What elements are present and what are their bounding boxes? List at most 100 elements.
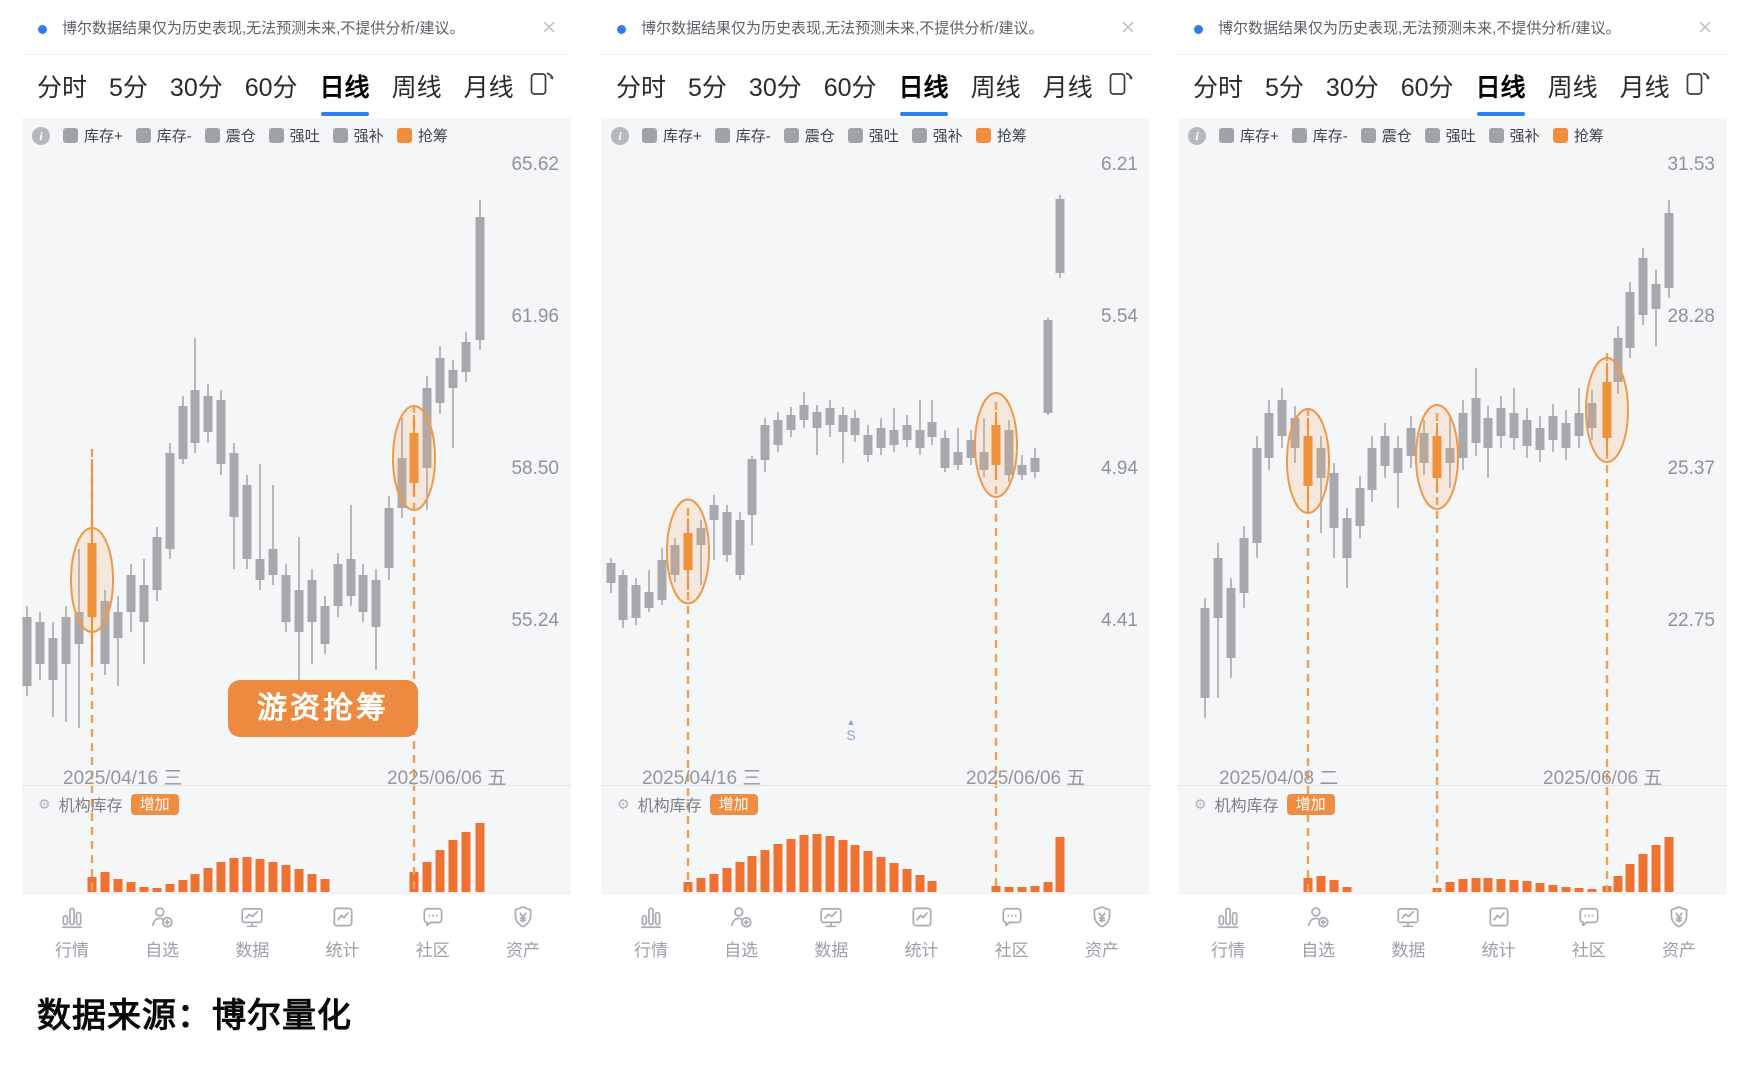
signal-marker: ▲ S — [834, 718, 868, 743]
divider — [601, 785, 1150, 786]
legend-item-highlight: 抢筹 — [396, 125, 448, 146]
gray-swatch-icon — [135, 128, 151, 143]
stats-chart-icon — [1473, 904, 1525, 934]
gray-swatch-icon — [1424, 128, 1440, 143]
price-axis-label: 22.75 — [1667, 610, 1715, 631]
tab-分时[interactable]: 分时 — [616, 74, 667, 102]
inventory-label: 机构库存 — [637, 798, 702, 815]
tab-60分[interactable]: 60分 — [244, 74, 298, 102]
orange-swatch-icon — [1552, 128, 1568, 143]
tab-月线[interactable]: 月线 — [463, 74, 514, 102]
tab-月线[interactable]: 月线 — [1042, 74, 1093, 102]
nav-item-统计[interactable]: 统计 — [1473, 904, 1525, 975]
nav-item-数据[interactable]: 数据 — [805, 904, 857, 975]
nav-label: 社区 — [415, 941, 450, 960]
close-icon[interactable]: ✕ — [1697, 18, 1713, 39]
timeframe-tab-bar: 分时 5分 30分 60分 日线 周线 月线 — [616, 58, 1094, 118]
price-axis-label: 4.41 — [1101, 610, 1138, 631]
nav-item-社区[interactable]: 社区 — [986, 904, 1038, 975]
gray-swatch-icon — [1488, 128, 1504, 143]
tab-分时[interactable]: 分时 — [1193, 74, 1244, 102]
candlestick-volume-chart[interactable] — [22, 118, 571, 893]
tab-月线[interactable]: 月线 — [1619, 74, 1670, 102]
disclaimer-text: 博尔数据结果仅为历史表现,无法预测未来,不提供分析/建议。 — [62, 20, 465, 37]
tab-周线[interactable]: 周线 — [1547, 74, 1598, 102]
tab-60分[interactable]: 60分 — [823, 74, 877, 102]
tab-5分[interactable]: 5分 — [109, 74, 148, 102]
notice-dot-icon — [38, 25, 47, 34]
candlestick-volume-chart[interactable] — [601, 118, 1150, 893]
nav-label: 资产 — [1661, 941, 1696, 960]
tab-分时[interactable]: 分时 — [37, 74, 88, 102]
info-icon[interactable]: i — [1188, 126, 1206, 145]
date-label-left: 2025/04/16 三 — [63, 768, 183, 789]
gear-icon[interactable]: ⚙ — [38, 795, 51, 812]
tab-日线[interactable]: 日线 — [320, 68, 370, 118]
nav-item-自选[interactable]: 自选 — [1292, 904, 1344, 975]
nav-item-行情[interactable]: 行情 — [625, 904, 677, 975]
chart-legend: i 库存+ 库存- 震仓 强吐 强补 抢筹 — [1188, 125, 1604, 146]
nav-item-统计[interactable]: 统计 — [896, 904, 948, 975]
gear-icon[interactable]: ⚙ — [1194, 795, 1207, 812]
legend-item: 强补 — [1488, 125, 1540, 146]
chat-bubble-icon — [986, 904, 1038, 934]
gray-swatch-icon — [783, 128, 799, 143]
notice-dot-icon — [1194, 25, 1203, 34]
nav-label: 资产 — [505, 941, 540, 960]
chart-area[interactable]: i 库存+ 库存- 震仓 强吐 强补 抢筹 2025/04/16 三 2025/06/06… — [601, 118, 1150, 893]
legend-item-highlight: 抢筹 — [1552, 125, 1604, 146]
price-axis-label: 58.50 — [511, 458, 559, 479]
nav-label: 自选 — [1301, 941, 1336, 960]
nav-item-资产[interactable]: 资产 — [1653, 904, 1705, 975]
tab-30分[interactable]: 30分 — [748, 74, 802, 102]
rotate-screen-icon[interactable] — [1684, 68, 1711, 98]
nav-item-数据[interactable]: 数据 — [1382, 904, 1434, 975]
divider — [601, 54, 1150, 55]
increase-badge: 增加 — [1286, 793, 1335, 815]
info-icon[interactable]: i — [611, 126, 629, 145]
tab-5分[interactable]: 5分 — [1265, 74, 1304, 102]
tab-日线[interactable]: 日线 — [1476, 68, 1526, 118]
close-icon[interactable]: ✕ — [1120, 18, 1136, 39]
user-add-icon — [1292, 904, 1344, 934]
orange-swatch-icon — [975, 128, 991, 143]
price-axis-label: 55.24 — [511, 610, 559, 631]
tab-周线[interactable]: 周线 — [391, 74, 442, 102]
nav-item-自选[interactable]: 自选 — [715, 904, 767, 975]
disclaimer-bar: 博尔数据结果仅为历史表现,无法预测未来,不提供分析/建议。 ✕ — [601, 10, 1150, 48]
rotate-screen-icon[interactable] — [528, 68, 555, 98]
nav-item-社区[interactable]: 社区 — [1563, 904, 1615, 975]
rotate-screen-icon[interactable] — [1107, 68, 1134, 98]
chart-area[interactable]: i 库存+ 库存- 震仓 强吐 强补 抢筹 2025/04/16 三 2025/06/06… — [22, 118, 571, 893]
nav-item-统计[interactable]: 统计 — [317, 904, 369, 975]
close-icon[interactable]: ✕ — [541, 18, 557, 39]
stats-chart-icon — [896, 904, 948, 934]
tab-60分[interactable]: 60分 — [1400, 74, 1454, 102]
inventory-label: 机构库存 — [58, 798, 123, 815]
gear-icon[interactable]: ⚙ — [617, 795, 630, 812]
nav-label: 数据 — [235, 941, 270, 960]
nav-label: 资产 — [1084, 941, 1119, 960]
nav-item-资产[interactable]: 资产 — [1076, 904, 1128, 975]
tab-5分[interactable]: 5分 — [688, 74, 727, 102]
tab-30分[interactable]: 30分 — [1325, 74, 1379, 102]
tab-30分[interactable]: 30分 — [169, 74, 223, 102]
nav-item-自选[interactable]: 自选 — [136, 904, 188, 975]
price-axis-label: 61.96 — [511, 306, 559, 327]
info-icon[interactable]: i — [32, 126, 50, 145]
nav-item-数据[interactable]: 数据 — [226, 904, 278, 975]
gray-swatch-icon — [1291, 128, 1307, 143]
chart-area[interactable]: i 库存+ 库存- 震仓 强吐 强补 抢筹 2025/04/08 二 2025/06/06… — [1178, 118, 1727, 893]
nav-item-社区[interactable]: 社区 — [407, 904, 459, 975]
nav-item-行情[interactable]: 行情 — [46, 904, 98, 975]
date-label-right: 2025/06/06 五 — [1543, 768, 1663, 789]
tab-周线[interactable]: 周线 — [970, 74, 1021, 102]
legend-item: 库存+ — [63, 125, 123, 146]
gray-swatch-icon — [63, 128, 78, 143]
tab-日线[interactable]: 日线 — [899, 68, 949, 118]
gray-swatch-icon — [642, 128, 657, 143]
nav-item-资产[interactable]: 资产 — [497, 904, 549, 975]
nav-item-行情[interactable]: 行情 — [1202, 904, 1254, 975]
candlestick-volume-chart[interactable] — [1178, 118, 1727, 893]
volume-legend: ⚙ 机构库存 增加 — [617, 792, 758, 816]
